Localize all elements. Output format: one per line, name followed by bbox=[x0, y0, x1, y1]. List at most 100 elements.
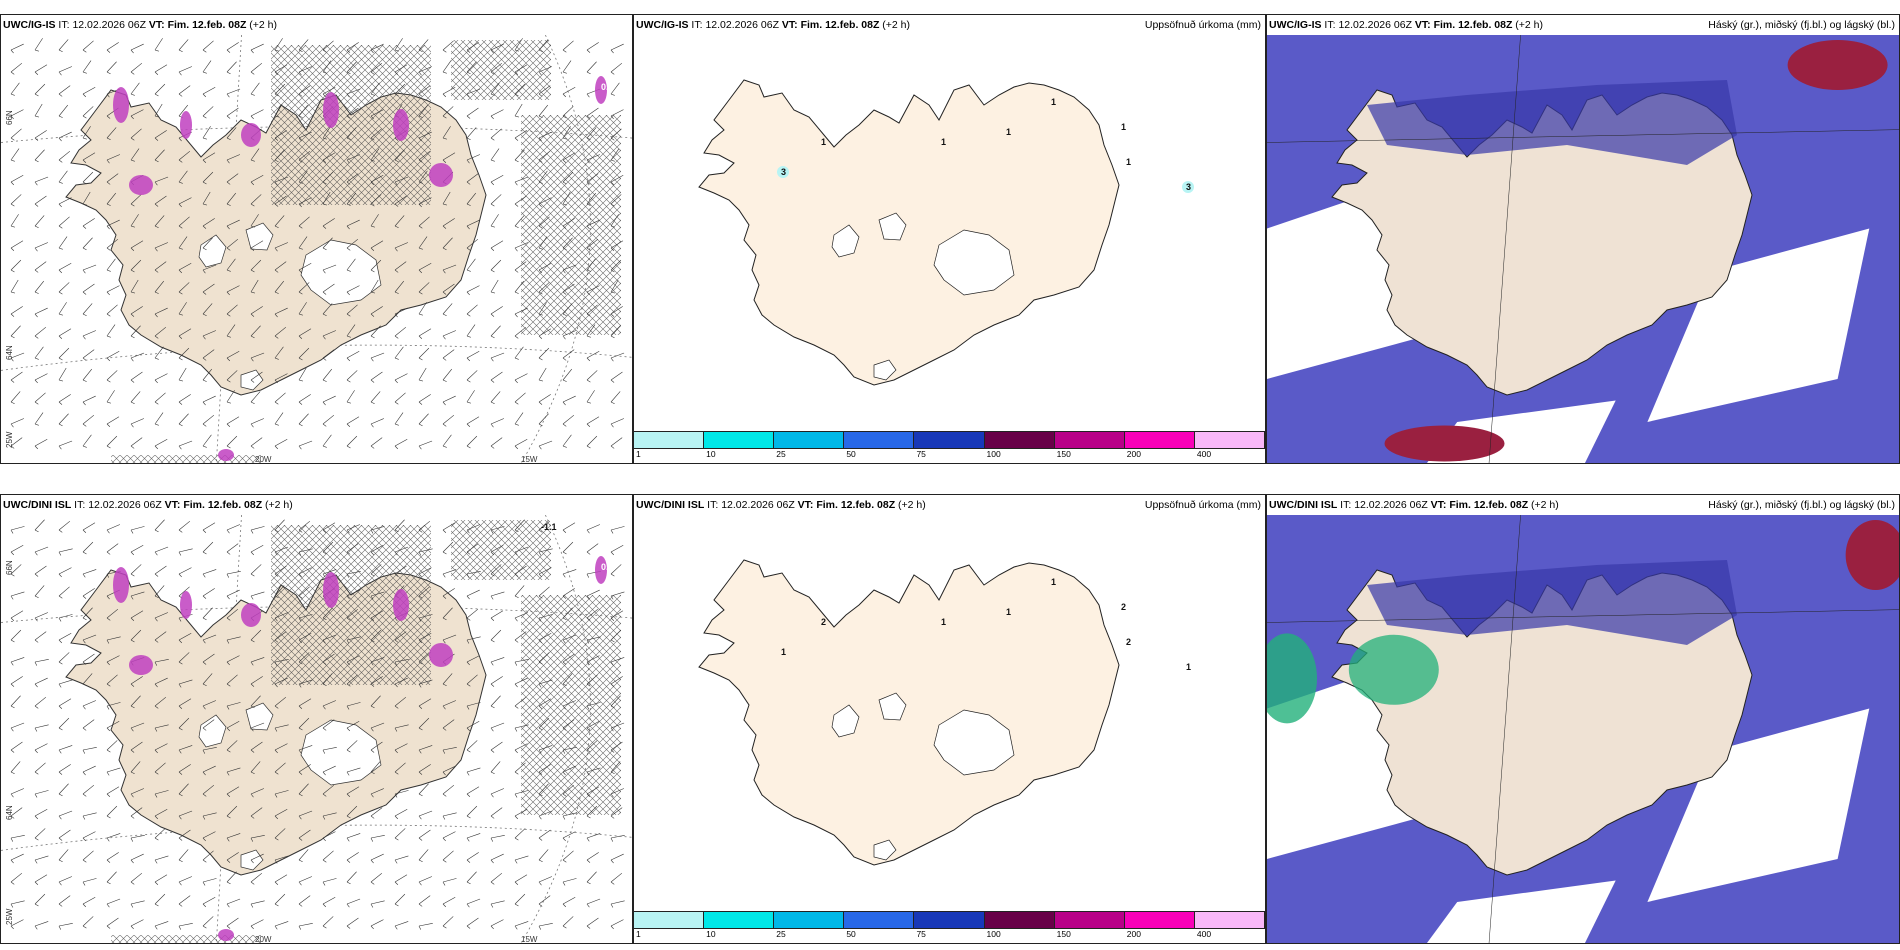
legend-swatch bbox=[774, 432, 845, 448]
glacier bbox=[873, 359, 897, 381]
precip-value: 3 bbox=[781, 167, 786, 177]
lat-label-66: 66N bbox=[5, 110, 14, 125]
low-cloud-red bbox=[1845, 520, 1899, 590]
legend-tick: 150 bbox=[1056, 929, 1071, 939]
precip-value: 1 bbox=[821, 137, 826, 147]
panel-title: UWC/DINI ISL IT: 12.02.2026 06Z VT: Fim.… bbox=[1269, 499, 1559, 511]
gust-patch bbox=[241, 123, 261, 147]
legend-tick: 200 bbox=[1126, 929, 1141, 939]
gust-patch bbox=[393, 589, 409, 621]
precip-value: 1 bbox=[1006, 127, 1011, 137]
glacier bbox=[240, 369, 264, 391]
legend-swatch bbox=[844, 912, 915, 928]
legend-tick: 100 bbox=[986, 929, 1001, 939]
gust-patch bbox=[429, 643, 453, 667]
precip-legend: 1 10 25 50 75 100 150 200 400 bbox=[634, 911, 1265, 939]
wind-map-panel-bottom: UWC/DINI ISL IT: 12.02.2026 06Z VT: Fim.… bbox=[0, 494, 633, 944]
glacier bbox=[933, 709, 1015, 776]
legend-tick: 1 bbox=[636, 929, 641, 939]
low-cloud-red bbox=[1787, 40, 1888, 90]
wind-map: 0.3 bbox=[1, 35, 632, 463]
hatch-area bbox=[521, 115, 621, 335]
lat-label-66: 66N bbox=[5, 560, 14, 575]
precip-map: 121121261 bbox=[698, 559, 1191, 866]
hatch-area bbox=[111, 455, 261, 463]
legend-swatch bbox=[984, 432, 1055, 448]
panel-title: UWC/DINI ISL IT: 12.02.2026 06Z VT: Fim.… bbox=[3, 499, 293, 511]
panel-title: UWC/IG-IS IT: 12.02.2026 06Z VT: Fim. 12… bbox=[636, 19, 911, 31]
legend-swatch bbox=[704, 912, 775, 928]
precip-cell bbox=[1182, 181, 1194, 193]
gust-patch bbox=[218, 449, 234, 461]
legend-swatch bbox=[1054, 912, 1125, 928]
panel-title: UWC/IG-IS IT: 12.02.2026 06Z VT: Fim. 12… bbox=[3, 19, 278, 31]
cloud-map-panel-top: UWC/IG-IS IT: 12.02.2026 06Z VT: Fim. 12… bbox=[1266, 14, 1900, 464]
legend-swatch bbox=[634, 912, 705, 928]
land-mass bbox=[698, 79, 1120, 386]
wind-barbs bbox=[10, 38, 625, 450]
high-cloud bbox=[1367, 80, 1737, 165]
gust-patch bbox=[241, 603, 261, 627]
lat-label-64: 64N bbox=[5, 345, 14, 360]
legend-swatch bbox=[914, 912, 985, 928]
legend-swatch bbox=[984, 912, 1055, 928]
wind-map: 0.4 -1.1 bbox=[1, 515, 632, 943]
glacier bbox=[878, 692, 907, 721]
cloud-map-panel-bottom: UWC/DINI ISL IT: 12.02.2026 06Z VT: Fim.… bbox=[1266, 494, 1900, 944]
legend-tick: 25 bbox=[776, 929, 786, 939]
legend-tick: 25 bbox=[776, 449, 786, 459]
gust-patch bbox=[323, 92, 339, 128]
glacier bbox=[300, 239, 382, 306]
precip-value: 3 bbox=[1186, 182, 1191, 192]
lon-label-20: 20W bbox=[255, 935, 272, 944]
low-cloud-red bbox=[1384, 425, 1505, 462]
legend-tick: 75 bbox=[916, 929, 926, 939]
gust-patch bbox=[393, 109, 409, 141]
legend-tick: 400 bbox=[1196, 449, 1212, 459]
gust-patch bbox=[113, 567, 129, 603]
wind-barbs bbox=[10, 519, 625, 930]
hatch-area bbox=[111, 935, 261, 943]
panel-title: UWC/IG-IS IT: 12.02.2026 06Z VT: Fim. 12… bbox=[1269, 19, 1544, 31]
cloud-title: Háský (gr.), miðský (fj.bl.) og lágský (… bbox=[1708, 499, 1895, 511]
lon-label-20: 20W bbox=[255, 455, 272, 464]
legend-swatch bbox=[704, 432, 775, 448]
precip-map: 111113113 bbox=[698, 79, 1194, 386]
legend-tick: 150 bbox=[1056, 449, 1071, 459]
gust-patch bbox=[595, 76, 607, 104]
legend-tick: 75 bbox=[916, 449, 926, 459]
gust-patch bbox=[113, 87, 129, 123]
gust-patch bbox=[429, 163, 453, 187]
glacier bbox=[245, 222, 274, 251]
legend-tick: 200 bbox=[1126, 449, 1141, 459]
cloud-title: Háský (gr.), miðský (fj.bl.) og lágský (… bbox=[1708, 19, 1895, 31]
legend-swatch bbox=[774, 912, 845, 928]
gust-patch bbox=[129, 175, 153, 195]
clear-area bbox=[1426, 880, 1616, 943]
precip-title: Uppsöfnuð úrkoma (mm) bbox=[1144, 499, 1261, 511]
glacier bbox=[933, 229, 1015, 296]
legend-swatch bbox=[914, 432, 985, 448]
glacier bbox=[198, 234, 227, 268]
precip-value: 1 bbox=[1186, 662, 1191, 672]
legend-swatch bbox=[634, 432, 705, 448]
lon-label-15: 15W bbox=[521, 455, 538, 464]
glacier bbox=[873, 839, 897, 861]
precip-value: 1 bbox=[941, 617, 946, 627]
glacier bbox=[831, 704, 860, 738]
legend-swatch bbox=[1124, 432, 1195, 448]
legend-swatch bbox=[1194, 432, 1265, 448]
glacier bbox=[831, 224, 860, 258]
gust-patch bbox=[180, 111, 192, 139]
glacier bbox=[198, 714, 227, 748]
legend-tick: 400 bbox=[1196, 929, 1212, 939]
precip-value: 1 bbox=[941, 137, 946, 147]
legend-swatch bbox=[1124, 912, 1195, 928]
precip-value: 1 bbox=[1051, 577, 1056, 587]
legend-tick: 50 bbox=[846, 929, 856, 939]
legend-swatch bbox=[844, 432, 915, 448]
gust-patch bbox=[595, 556, 607, 584]
precip-value: 2 bbox=[1121, 602, 1126, 612]
precip-map-panel-bottom: UWC/DINI ISL IT: 12.02.2026 06Z VT: Fim.… bbox=[633, 494, 1266, 944]
cloud-map bbox=[1267, 35, 1899, 463]
